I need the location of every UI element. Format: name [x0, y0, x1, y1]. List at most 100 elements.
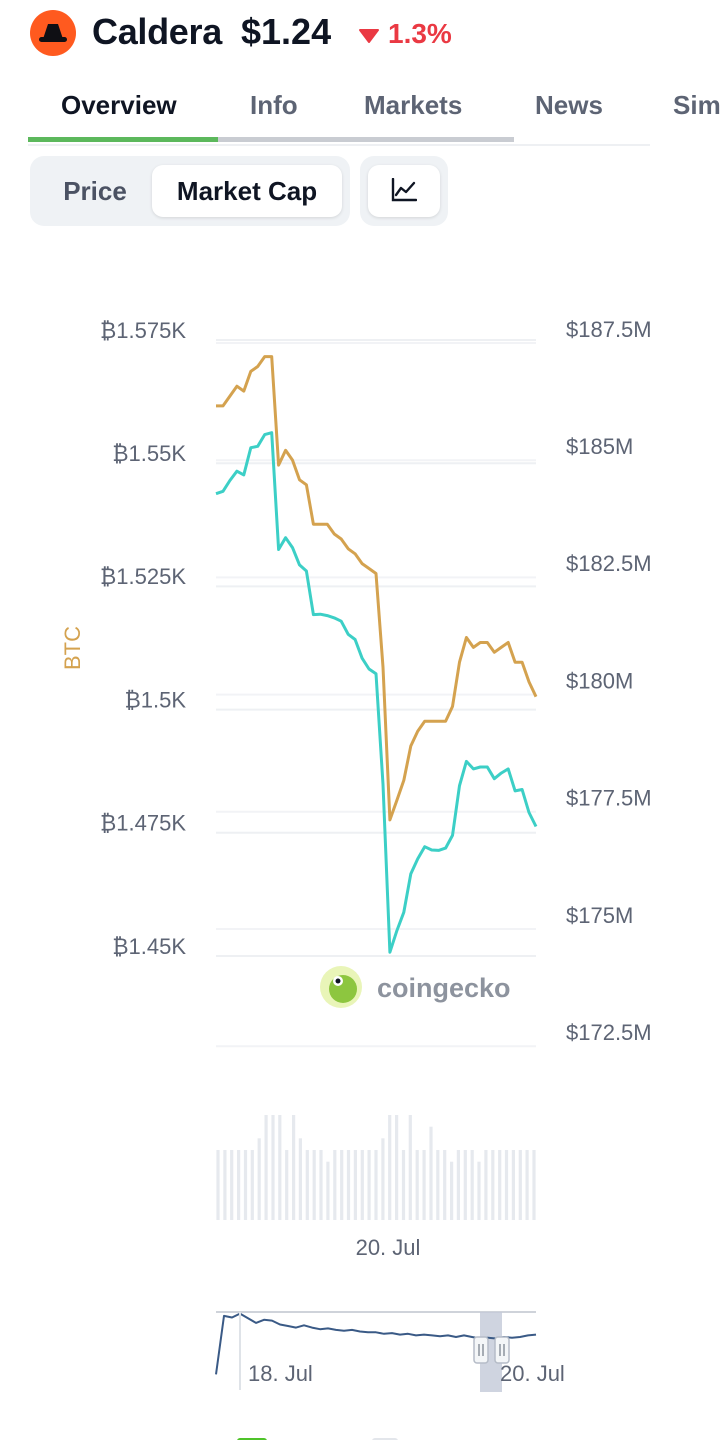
volume-bar [456, 1150, 460, 1220]
market-cap-toggle-button[interactable]: Market Cap [152, 165, 342, 217]
volume-bar [422, 1150, 426, 1220]
volume-bar [395, 1115, 399, 1220]
right-axis-tick-label: $180M [566, 668, 633, 693]
left-axis-tick-label: ₿1.475K [100, 811, 186, 836]
volume-bar [340, 1150, 344, 1220]
watermark-text: coingecko [377, 973, 511, 1003]
price-toggle-button[interactable]: Price [63, 176, 127, 206]
volume-bar [443, 1150, 447, 1220]
left-axis-title: BTC [60, 626, 85, 670]
left-axis-tick-label: ₿1.575K [100, 318, 186, 343]
x-axis-tick: 20. Jul [356, 1235, 421, 1260]
volume-bar [415, 1150, 419, 1220]
legend-marker-green[interactable] [237, 1438, 267, 1440]
volume-bar [250, 1150, 254, 1220]
navigator-right-handle[interactable] [494, 1336, 510, 1364]
volume-bar [298, 1138, 302, 1220]
volume-bar [511, 1150, 515, 1220]
right-axis-tick-label: $187.5M [566, 317, 652, 342]
left-axis-tick-label: ₿1.525K [100, 564, 186, 589]
volume-bar [333, 1150, 337, 1220]
right-axis-tick-label: $182.5M [566, 551, 652, 576]
chart-type-segmented-control: Price Market Cap [30, 156, 350, 226]
volume-bar [504, 1150, 509, 1220]
left-axis-tick-label: ₿1.5K [124, 687, 186, 712]
tab-bar: Overview Info Markets News Sim [0, 78, 720, 150]
tab-active-indicator [28, 137, 218, 142]
volume-bar [353, 1150, 357, 1220]
coin-header: Caldera $1.24 1.3% [0, 0, 720, 70]
price-change-percent: 1.3% [388, 18, 452, 49]
volume-bar [491, 1150, 495, 1220]
volume-bar [532, 1150, 536, 1220]
coin-price: $1.24 [241, 11, 332, 52]
volume-bar [436, 1150, 440, 1220]
volume-bar [360, 1150, 364, 1220]
line-chart-button[interactable] [368, 165, 440, 217]
btc-price-line [216, 355, 538, 822]
tab-similar[interactable]: Sim [673, 90, 720, 120]
volume-bar [470, 1150, 474, 1220]
chart-style-toggle [360, 156, 448, 226]
tab-scroll-track [28, 137, 514, 142]
volume-bars [216, 1115, 536, 1220]
volume-bar [463, 1150, 467, 1220]
volume-bar [477, 1161, 481, 1220]
tab-divider [28, 144, 650, 146]
volume-bar [525, 1150, 529, 1220]
volume-bar [381, 1138, 385, 1220]
right-axis-ticks: $187.5M $185M $182.5M $180M $177.5M $175M $172… [566, 317, 652, 1045]
right-axis-tick-label: $175M [566, 903, 633, 928]
volume-bar [388, 1115, 392, 1220]
legend-marker-gray[interactable] [372, 1438, 398, 1440]
volume-bar [305, 1150, 309, 1220]
left-axis-tick-label: ₿1.55K [112, 441, 186, 466]
right-axis-tick-label: $177.5M [566, 786, 652, 811]
tab-info[interactable]: Info [250, 90, 298, 120]
range-navigator[interactable]: 18. Jul 20. Jul [215, 1311, 565, 1392]
navigator-selection[interactable] [480, 1312, 502, 1392]
chart-lines [215, 355, 538, 954]
volume-bar [374, 1150, 378, 1220]
volume-bar [292, 1115, 296, 1220]
volume-bar [450, 1161, 454, 1220]
volume-bar [271, 1115, 275, 1220]
volume-bar [518, 1150, 522, 1220]
market-cap-chart[interactable]: ₿1.575K ₿1.55K ₿1.525K ₿1.5K ₿1.475K ₿1.45K $… [0, 240, 720, 1440]
tab-markets[interactable]: Markets [364, 90, 463, 120]
navigator-left-handle[interactable] [473, 1336, 489, 1364]
market-cap-line [215, 431, 538, 954]
caldera-logo-icon [30, 10, 76, 56]
volume-bar [346, 1150, 351, 1220]
right-axis-tick-label: $185M [566, 434, 633, 459]
coin-name: Caldera [92, 11, 222, 52]
navigator-tick-label: 18. Jul [248, 1361, 313, 1386]
volume-bar [223, 1150, 227, 1220]
coingecko-watermark: coingecko [320, 966, 511, 1008]
volume-bar [257, 1138, 261, 1220]
volume-bar [216, 1150, 220, 1220]
volume-bar [230, 1150, 234, 1220]
tab-news[interactable]: News [535, 90, 603, 120]
volume-bar [326, 1161, 330, 1220]
gecko-logo-icon [320, 966, 362, 1008]
volume-bar [319, 1150, 323, 1220]
volume-bar [237, 1150, 241, 1220]
volume-bar [264, 1115, 268, 1220]
volume-bar [408, 1115, 412, 1220]
volume-bar [278, 1115, 282, 1220]
left-axis-tick-label: ₿1.45K [112, 934, 186, 959]
line-chart-icon [391, 178, 417, 202]
caret-down-icon [359, 29, 379, 43]
volume-bar [285, 1150, 289, 1220]
volume-bar [243, 1150, 248, 1220]
right-axis-tick-label: $172.5M [566, 1020, 652, 1045]
volume-bar [429, 1126, 433, 1220]
volume-bar [312, 1150, 316, 1220]
volume-bar [498, 1150, 502, 1220]
tab-overview[interactable]: Overview [61, 90, 177, 120]
volume-bar [401, 1150, 406, 1220]
volume-bar [367, 1150, 371, 1220]
navigator-tick-label: 20. Jul [500, 1361, 565, 1386]
left-axis-ticks: ₿1.575K ₿1.55K ₿1.525K ₿1.5K ₿1.475K ₿1.45K [100, 318, 186, 959]
